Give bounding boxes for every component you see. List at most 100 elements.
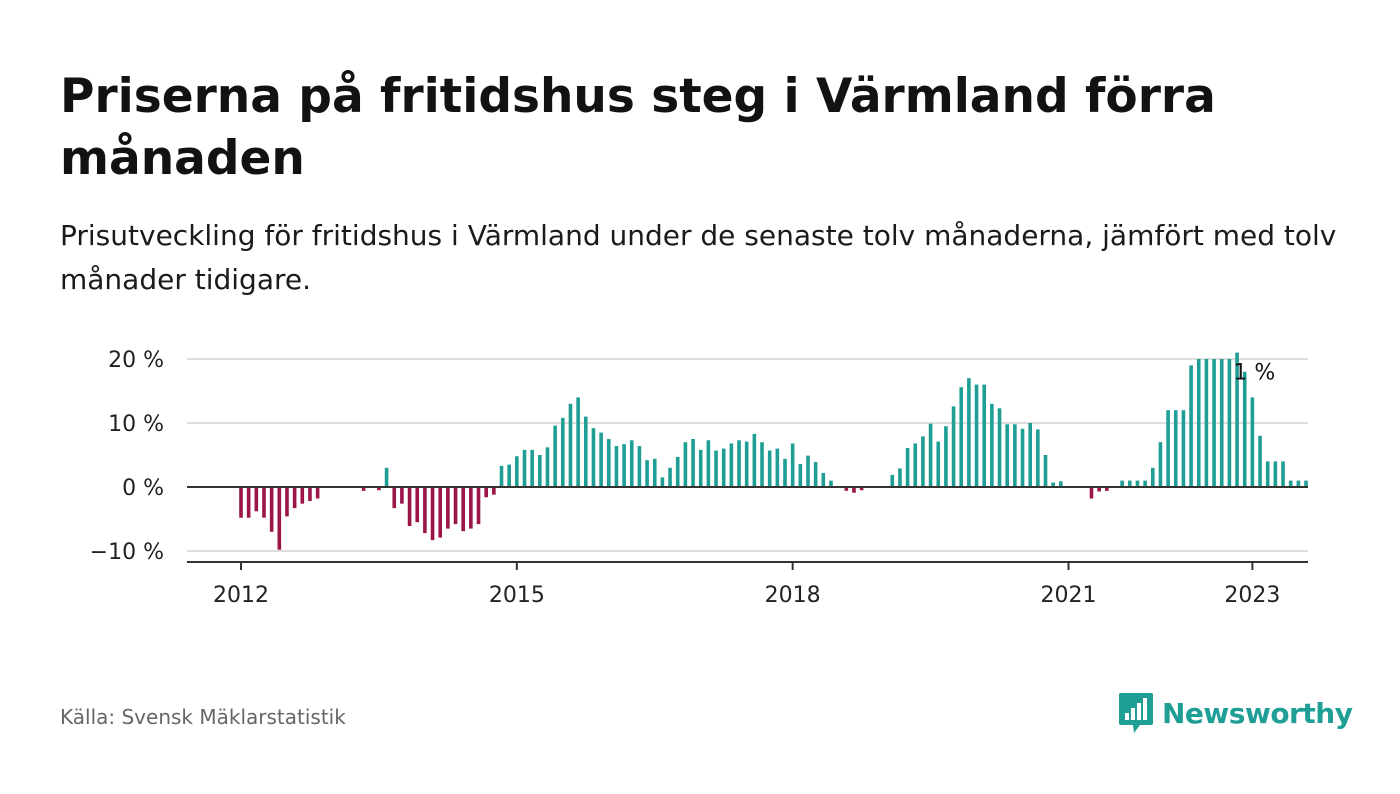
bar [752,433,757,487]
bar [844,487,849,491]
bar [461,487,465,532]
bar [262,487,266,518]
bar [1181,410,1186,487]
bar [1013,424,1017,487]
y-tick-label: 0 % [122,476,164,501]
bar [315,487,320,499]
bar [1296,480,1301,487]
bar [576,397,580,487]
bar [783,458,787,487]
bar-chart-speech-bubble-icon [1119,693,1153,733]
bar [1304,480,1308,487]
brand-name: Newsworthy [1162,696,1353,730]
bar [1173,410,1178,487]
bar [1143,480,1147,487]
bar [1219,359,1224,487]
bar [798,463,803,487]
bar [913,443,918,487]
bar [1051,482,1055,487]
bar [1150,467,1155,487]
x-tick-label: 2012 [213,583,269,608]
bar [1281,461,1285,487]
x-tick-label: 2018 [765,583,821,608]
bar [706,440,711,487]
bar [545,447,550,487]
bar [453,487,458,525]
bar [944,426,948,487]
bar [1105,487,1109,491]
bar [951,406,956,487]
bar [921,436,925,487]
bar [476,487,481,525]
bar [859,487,864,491]
bar [415,487,420,523]
bar [492,487,496,495]
bar [928,423,933,487]
bar [1005,424,1009,487]
bar [959,387,964,487]
bar [469,487,473,529]
bar [1028,423,1032,487]
bar [1212,359,1216,487]
bar [714,450,718,487]
bar [591,428,596,487]
bar [813,462,818,487]
bar [407,487,412,527]
bar [982,384,987,487]
bar [423,487,427,534]
bar [553,425,557,487]
bar [292,487,297,509]
bar [361,487,366,491]
bar [561,417,565,487]
bar [744,441,749,487]
bar [622,444,626,487]
bars [239,352,1308,550]
bar [606,439,611,487]
y-tick-label: −10 % [90,540,164,565]
bar [377,487,381,491]
bar [974,384,979,487]
bar [392,487,397,509]
price-change-bar-chart: −10 % 0 % 10 % 20 % 2012 2015 2018 2021 2023 1 … [90,348,1308,608]
bar [936,441,941,487]
bar [1227,359,1232,487]
bar [1288,480,1293,487]
bar [1242,371,1247,487]
bar [384,467,389,487]
bar [668,467,672,487]
bar [683,442,688,487]
bar [645,460,649,487]
bar [1127,480,1132,487]
newsworthy-logo: Newsworthy [1118,690,1353,736]
y-tick-labels: −10 % 0 % 10 % 20 % [90,348,164,565]
bar [1059,481,1063,487]
bar [1036,429,1040,487]
bar [1258,435,1262,487]
bar [430,487,435,541]
bar [852,487,856,493]
x-tick-label: 2021 [1040,583,1096,608]
annotations: 1 % [1233,360,1275,385]
x-tick-label: 2023 [1224,583,1280,608]
y-tick-label: 20 % [108,348,164,373]
bar [698,449,703,487]
axes [187,486,1308,570]
bar [522,449,527,487]
bar [1250,397,1255,487]
bar [829,480,833,487]
bar [568,403,573,487]
y-tick-label: 10 % [108,412,164,437]
bar [246,487,251,518]
bar [990,403,994,487]
chart-subtitle: Prisutveckling för fritidshus i Värmland… [60,219,1337,296]
chart-title: Priserna på fritidshus steg i Värmland f… [60,69,1216,186]
bar [1189,365,1193,487]
bar [652,458,657,487]
bar [997,408,1002,487]
bar [1196,359,1201,487]
bar [446,487,450,529]
bar [1235,352,1239,487]
bar [691,439,695,487]
bar [660,477,665,487]
bar [300,487,305,504]
